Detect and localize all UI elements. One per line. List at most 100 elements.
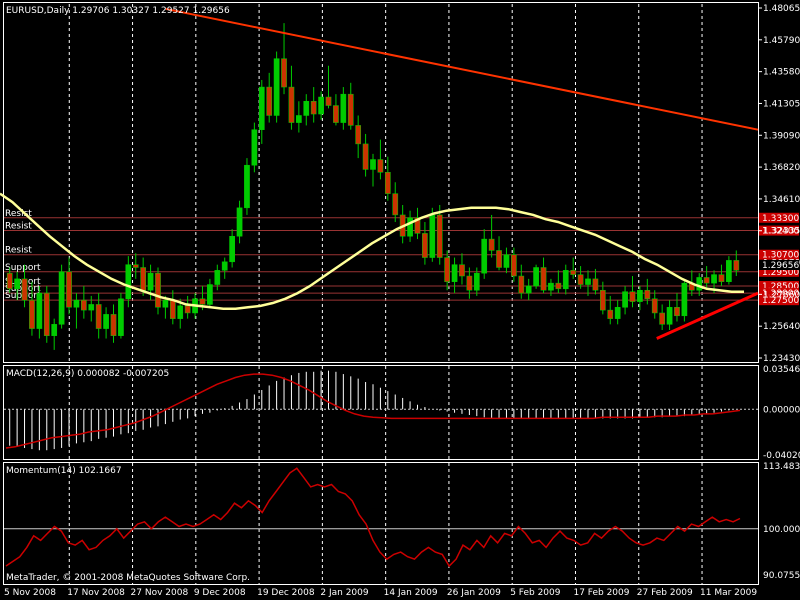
- candle-body: [199, 298, 206, 305]
- support-trendline[interactable]: [656, 291, 759, 340]
- candle-body: [273, 58, 280, 116]
- candle-body: [51, 324, 58, 336]
- candle-body: [110, 314, 117, 336]
- level-label: Support: [5, 263, 41, 273]
- candle-body: [488, 238, 495, 251]
- y-tick-label: 1.25640: [763, 322, 800, 332]
- candle-body: [333, 105, 339, 123]
- level-price-box: [759, 288, 799, 299]
- candle-body: [184, 305, 191, 314]
- candle-body: [422, 233, 428, 258]
- candle-body: [444, 257, 450, 282]
- x-tick-label: 19 Dec 2008: [257, 588, 315, 598]
- candle-body: [548, 282, 554, 291]
- candle-body: [81, 299, 87, 311]
- candle-body: [162, 299, 169, 308]
- candle-body: [599, 289, 606, 311]
- candle-body: [29, 299, 35, 329]
- candle-body: [436, 214, 443, 258]
- candle-body: [214, 270, 221, 285]
- macd-axis: 0.035461 0.00000 -0.04020: [763, 365, 800, 461]
- candle-body: [73, 299, 80, 308]
- candle-body: [281, 58, 287, 88]
- level-label: Resist: [5, 209, 32, 219]
- x-tick-label: 17 Feb 2009: [573, 588, 629, 598]
- y-tick-label: 1.41305: [763, 99, 800, 109]
- candle-body: [251, 129, 258, 166]
- candle-body: [496, 250, 502, 268]
- x-tick-label: 5 Feb 2009: [510, 588, 561, 598]
- candle-body: [355, 125, 362, 145]
- time-axis: 5 Nov 2008 17 Nov 2008 27 Nov 2008 9 Dec 20…: [4, 588, 757, 598]
- resistance-trendline[interactable]: [165, 7, 759, 131]
- y-tick-label: 1.39090: [763, 131, 800, 141]
- current-price-box: [759, 260, 799, 270]
- x-tick-label: 9 Dec 2008: [194, 588, 246, 598]
- candle-body: [622, 291, 628, 308]
- level-label: Resist: [5, 222, 32, 232]
- level-price-label: 1.30700: [762, 251, 799, 261]
- macd-histogram: [9, 370, 730, 451]
- price-axis: 1.48065 1.45790 1.43580 1.41305 1.39090 1.368…: [758, 4, 800, 364]
- candle-body: [169, 299, 176, 319]
- candle-body: [466, 275, 473, 291]
- y-tick-label: 1.36820: [763, 163, 800, 173]
- y-tick-label: 1.45790: [763, 36, 800, 46]
- macd-signal-line: [5, 373, 741, 449]
- x-tick-label: 14 Jan 2009: [384, 588, 438, 598]
- candle-body: [629, 291, 636, 302]
- candle-body: [607, 309, 614, 319]
- momentum-y-tick-label: 113.4832: [763, 462, 800, 472]
- candle-body: [392, 193, 399, 216]
- candle-body: [384, 172, 391, 194]
- macd-panel-frame: [3, 365, 759, 460]
- x-tick-label: 27 Feb 2009: [637, 588, 693, 598]
- level-price-box: [759, 212, 799, 223]
- y-tick-label: 1.27860: [763, 290, 800, 300]
- candle-body: [36, 292, 43, 329]
- candle-body: [244, 164, 250, 209]
- candle-body: [518, 275, 525, 294]
- candle-body: [177, 305, 184, 319]
- candle-body: [555, 282, 562, 290]
- candle-body: [6, 272, 13, 290]
- level-price-label: 1.29500: [762, 268, 799, 278]
- candle-body: [318, 96, 324, 115]
- candle-body: [132, 264, 139, 268]
- momentum-axis: 113.4832 100.0000 90.0755: [763, 462, 800, 581]
- candle-body: [674, 307, 680, 317]
- macd-y-tick-label: 0.00000: [763, 405, 800, 415]
- candle-body: [451, 264, 458, 282]
- level-price-box: [759, 295, 799, 306]
- candle-body: [681, 282, 688, 317]
- candle-body: [407, 217, 413, 237]
- candle-body: [503, 254, 510, 268]
- candle-body: [14, 278, 20, 290]
- candle-body: [533, 267, 539, 287]
- candles: [6, 23, 740, 350]
- level-price-box: [759, 266, 799, 277]
- candle-body: [414, 217, 421, 234]
- level-price-box: [759, 249, 799, 260]
- vertical-grid: [68, 4, 703, 584]
- candle-body: [540, 267, 547, 291]
- candle-body: [207, 284, 213, 305]
- candle-body: [711, 274, 717, 284]
- candle-body: [236, 207, 243, 237]
- level-price-label: 1.28000: [762, 289, 799, 299]
- candle-body: [147, 272, 154, 291]
- candle-body: [718, 274, 725, 282]
- y-tick-label: 1.23430: [763, 354, 800, 364]
- copyright-text: MetaTrader, © 2001-2008 MetaQuotes Softw…: [6, 573, 250, 583]
- level-price-label: 1.27500: [762, 296, 799, 306]
- momentum-y-tick-label: 90.0755: [763, 571, 800, 581]
- candle-body: [258, 86, 265, 130]
- macd-header: MACD(12,26,9) 0.000082 -0.007205: [6, 369, 169, 379]
- candle-body: [614, 307, 621, 319]
- candle-body: [155, 272, 161, 308]
- level-price-label: 1.33300: [762, 214, 799, 224]
- current-price-label: 1.29656: [762, 261, 799, 271]
- candle-body: [585, 278, 591, 285]
